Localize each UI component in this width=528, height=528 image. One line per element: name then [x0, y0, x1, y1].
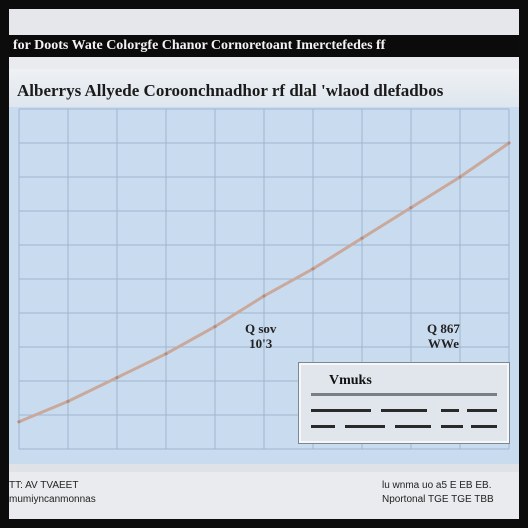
- callout-left-line2: 10'3: [249, 336, 273, 351]
- series-point: [213, 325, 217, 329]
- footer-left-line1: TT: AV TVAEET: [9, 480, 79, 491]
- footer-right: lu wnma uo a5 E EB EB. Nportonal TGE TGE…: [382, 479, 494, 507]
- footer-left-line2: mumiyncanmonnas: [9, 494, 96, 505]
- window-frame: for Doots Wate Colorgfe Chanor Cornoreto…: [9, 9, 519, 519]
- callout-right: Q 867 WWe: [427, 321, 460, 351]
- legend-row: [311, 425, 497, 428]
- footer-left: TT: AV TVAEET mumiyncanmonnas: [9, 479, 96, 507]
- series-point: [164, 352, 168, 356]
- series-point: [458, 175, 462, 179]
- chart-legend: Vmuks: [298, 362, 510, 444]
- chart-header: Alberrys Allyede Coroonchnadhor rf dlal …: [9, 69, 519, 107]
- legend-row: [311, 393, 497, 396]
- chart-series: [17, 141, 511, 424]
- series-point: [17, 420, 21, 424]
- chart-panel: Alberrys Allyede Coroonchnadhor rf dlal …: [9, 69, 519, 464]
- series-point: [66, 399, 70, 403]
- series-point: [507, 141, 511, 145]
- callout-left-line1: Q sov: [245, 321, 277, 336]
- callout-right-line1: Q 867: [427, 321, 460, 336]
- footer-right-line2: Nportonal TGE TGE TBB: [382, 494, 494, 505]
- series-point: [360, 236, 364, 240]
- top-strip: [9, 9, 519, 35]
- chart-plot: [17, 108, 511, 450]
- series-point: [311, 267, 315, 271]
- callout-right-line2: WWe: [427, 336, 459, 351]
- chart-title: Alberrys Allyede Coroonchnadhor rf dlal …: [17, 81, 444, 100]
- footer-right-line1: lu wnma uo a5 E EB EB.: [382, 480, 492, 491]
- series-point: [262, 294, 266, 298]
- legend-row: [311, 409, 497, 412]
- legend-title: Vmuks: [329, 373, 372, 388]
- window-title: for Doots Wate Colorgfe Chanor Cornoreto…: [9, 35, 519, 57]
- series-point: [409, 206, 413, 210]
- callout-left: Q sov 10'3: [245, 321, 276, 351]
- series-point: [115, 376, 119, 380]
- panel-bottom-edge: [9, 464, 519, 472]
